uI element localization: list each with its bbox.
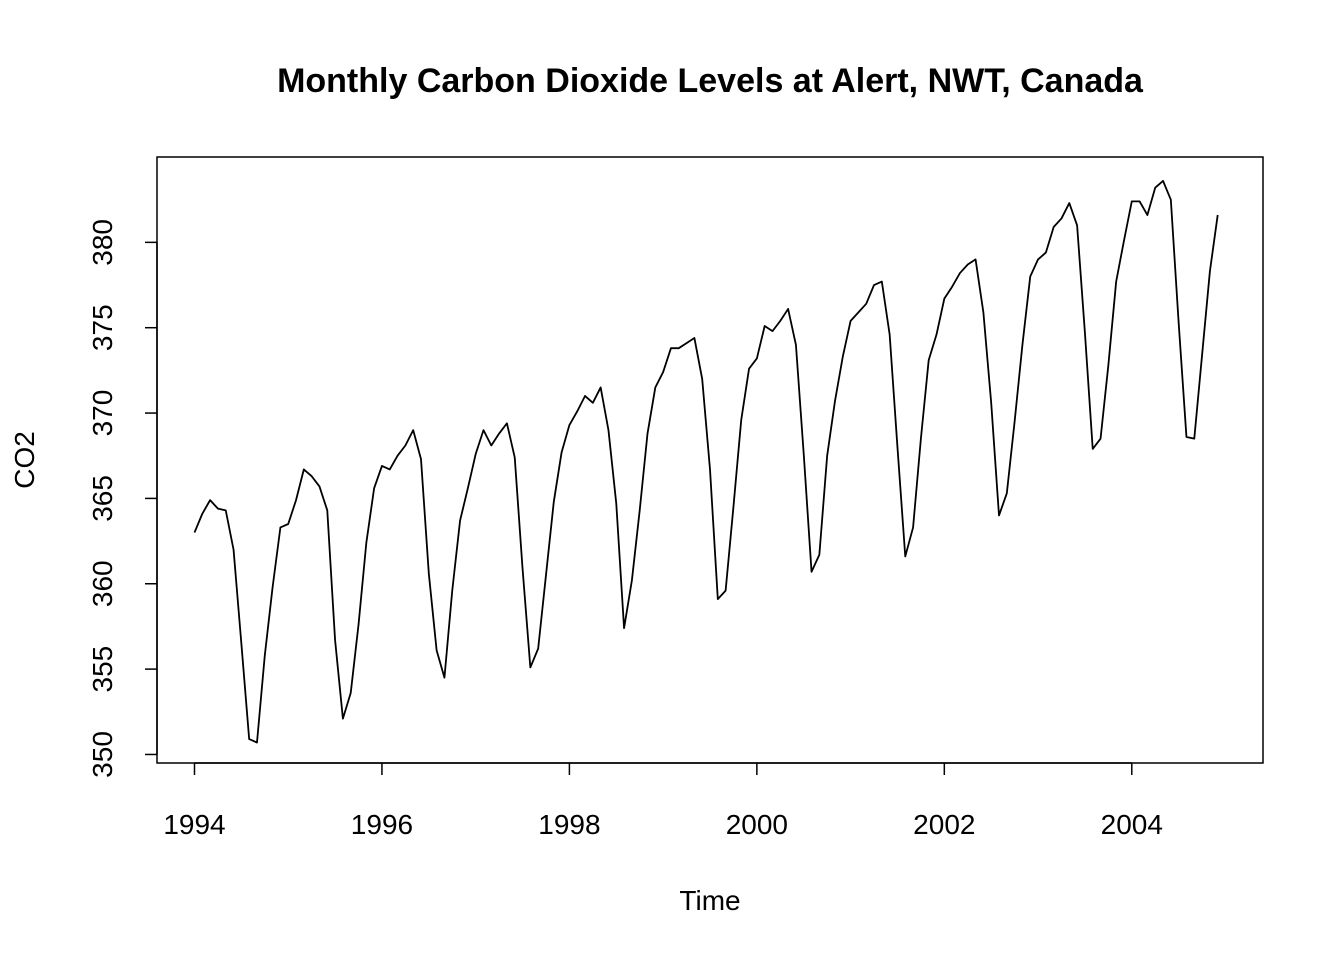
series-line <box>193 179 1219 744</box>
y-tick-label: 365 <box>87 475 118 522</box>
x-axis-label: Time <box>679 885 740 916</box>
y-axis-label: CO2 <box>9 431 40 489</box>
series-layer <box>193 179 1219 744</box>
x-tick-label: 2002 <box>913 809 975 840</box>
x-tick-label: 1994 <box>163 809 225 840</box>
y-tick-label: 350 <box>87 731 118 778</box>
y-tick-label: 355 <box>87 646 118 693</box>
x-tick-label: 1998 <box>538 809 600 840</box>
x-axis: 1994 1996 1998 2000 2002 2004 <box>163 762 1163 840</box>
y-tick-label: 370 <box>87 390 118 437</box>
y-tick-label: 360 <box>87 560 118 607</box>
x-tick-label: 2004 <box>1101 809 1163 840</box>
y-axis: 350 355 360 365 370 375 380 <box>87 219 158 778</box>
chart-title: Monthly Carbon Dioxide Levels at Alert, … <box>277 62 1144 100</box>
y-tick-label: 380 <box>87 219 118 266</box>
x-tick-label: 1996 <box>351 809 413 840</box>
y-tick-label: 375 <box>87 304 118 351</box>
x-tick-label: 2000 <box>726 809 788 840</box>
